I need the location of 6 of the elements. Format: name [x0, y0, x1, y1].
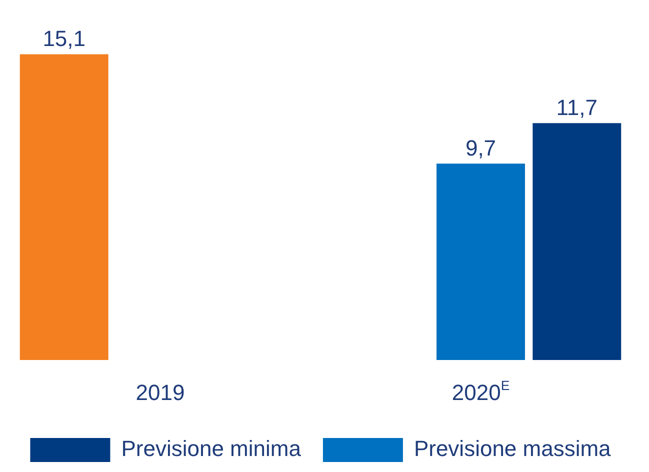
legend-label: Previsione massima	[414, 436, 612, 462]
x-tick-label: 2019	[136, 380, 185, 405]
data-label: 11,7	[556, 95, 598, 120]
legend-label: Previsione minima	[121, 436, 302, 462]
data-label: 15,1	[42, 26, 86, 52]
data-label: 9,7	[465, 136, 496, 161]
